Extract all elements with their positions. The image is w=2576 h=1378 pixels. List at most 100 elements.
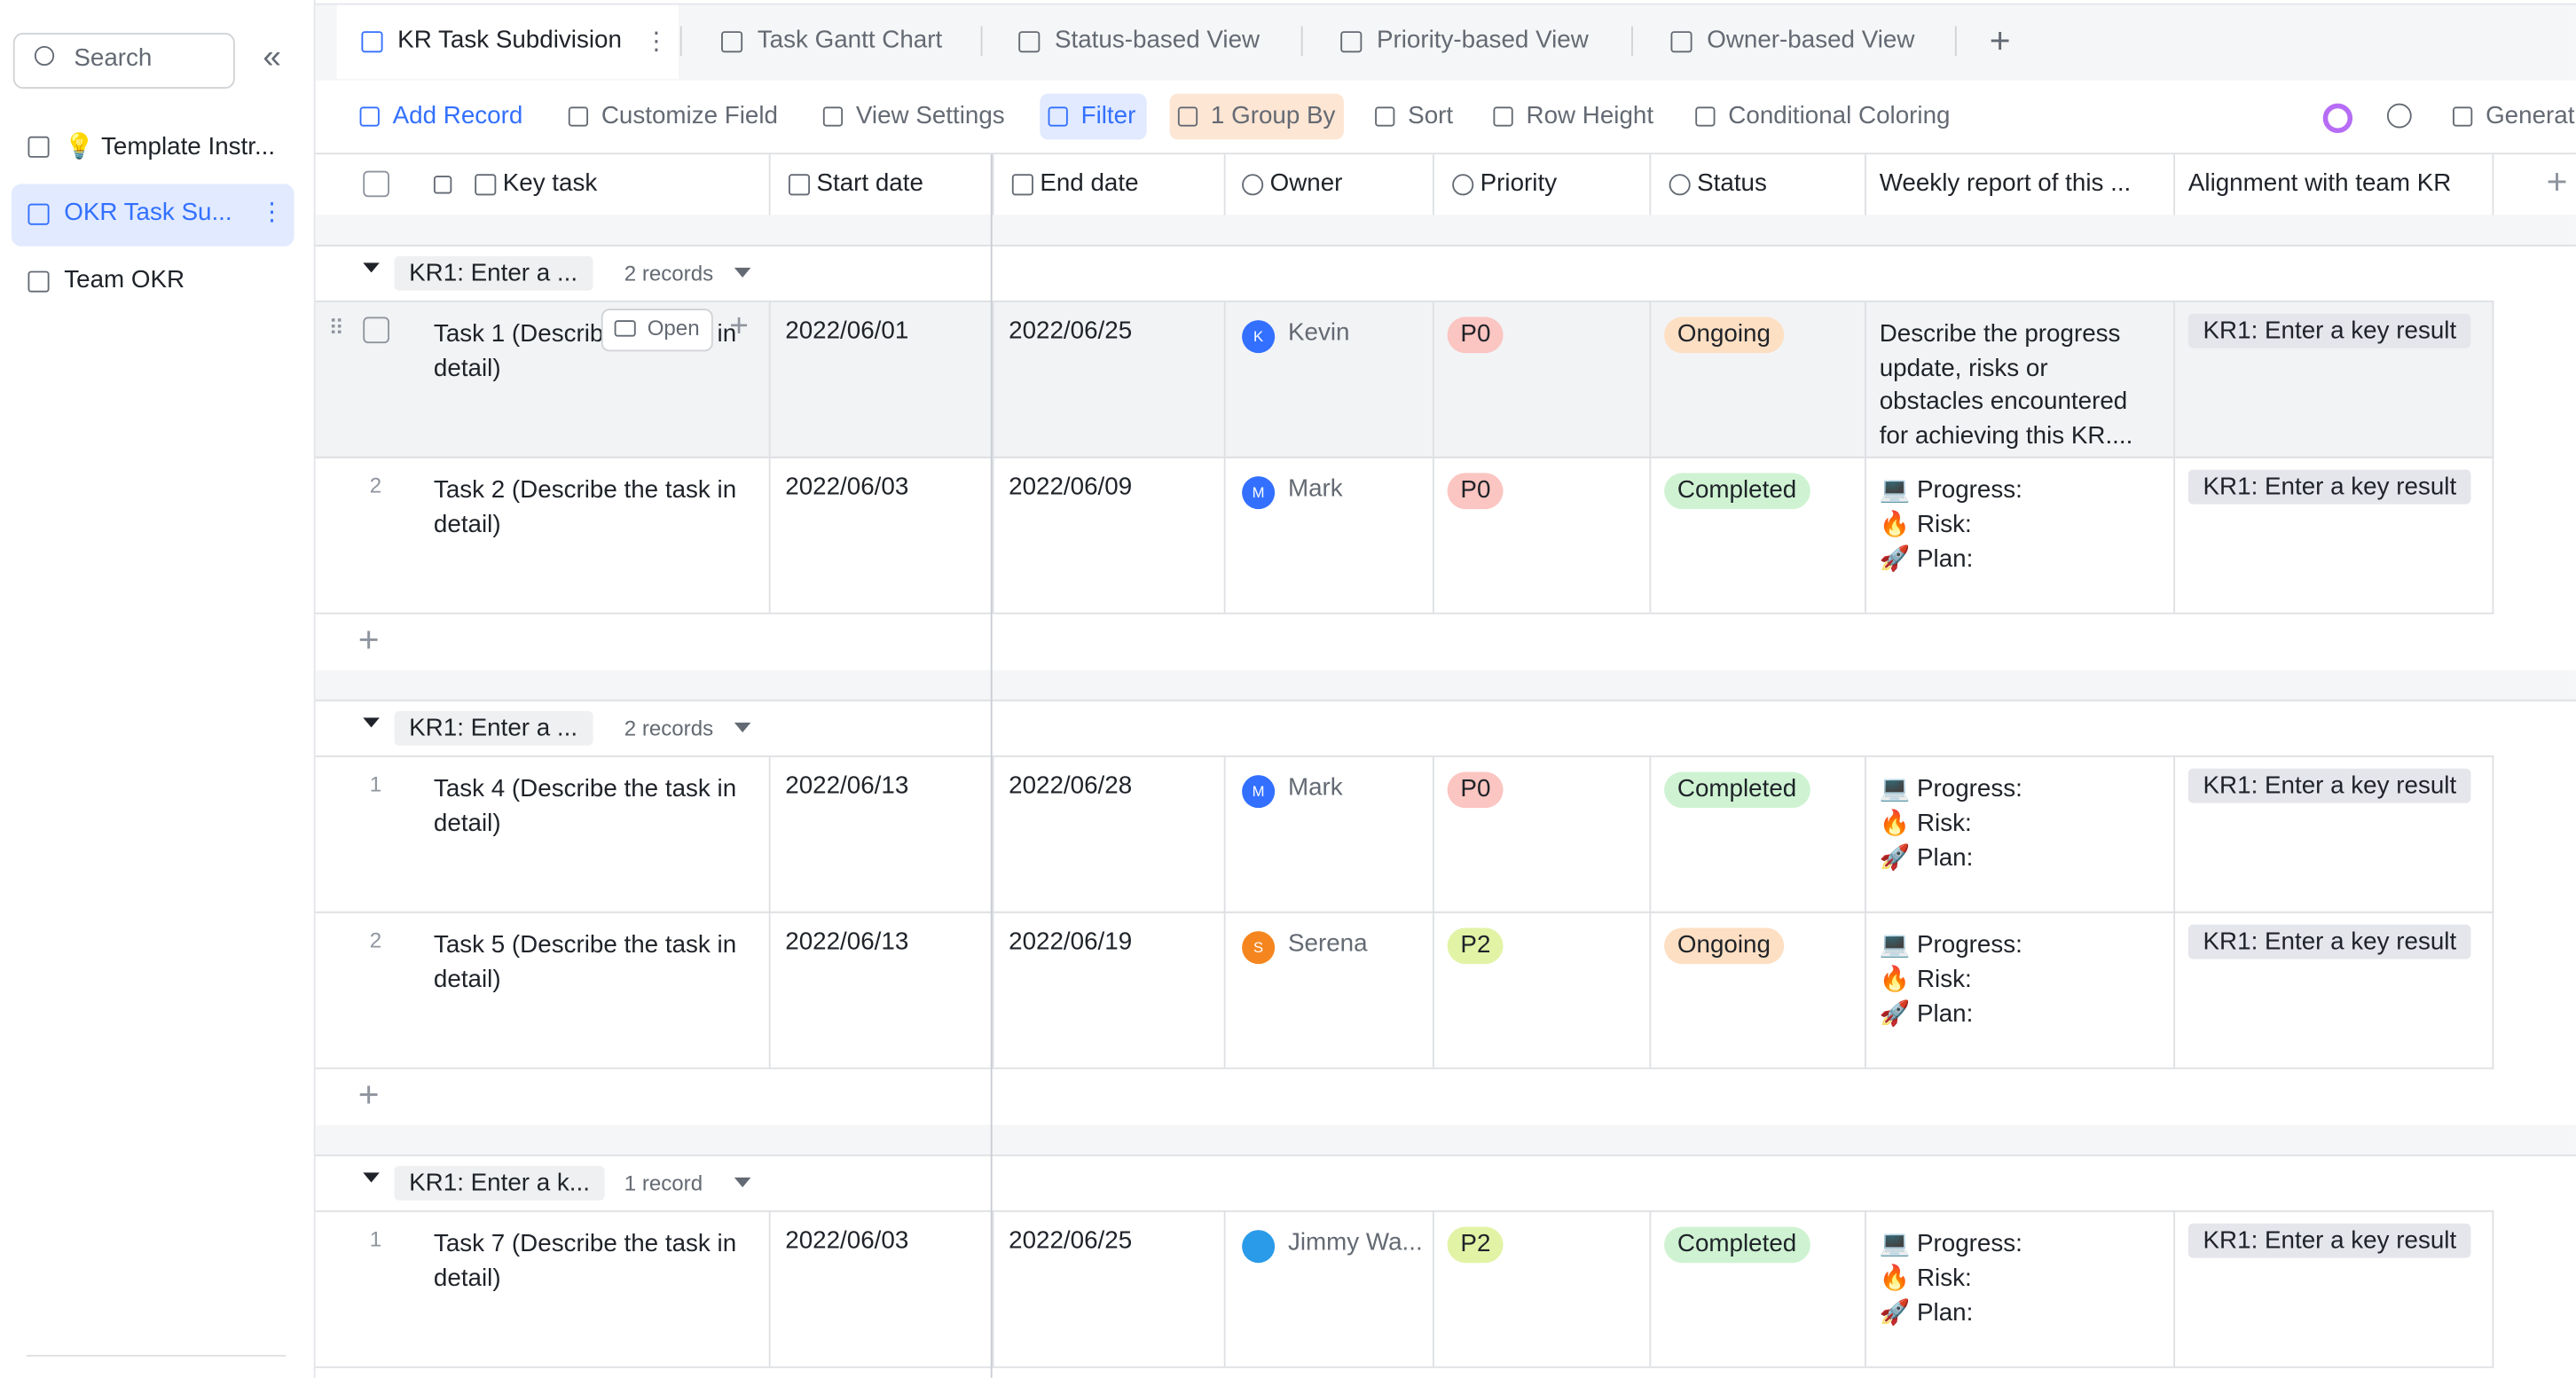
toolbar-button[interactable]: Row Height [1526, 101, 1654, 130]
group-dropdown[interactable] [734, 1177, 751, 1187]
column-header[interactable]: Weekly report of this ... [1879, 168, 2132, 198]
column-header[interactable]: Start date [816, 168, 923, 198]
column-header[interactable]: Key task [502, 168, 598, 198]
tab-separator [1300, 26, 1303, 56]
start-date: 2022/06/13 [785, 771, 909, 800]
add-row[interactable] [316, 1366, 2576, 1378]
cell-divider [1223, 755, 1226, 912]
column-divider [1223, 154, 1226, 215]
cell-divider [2173, 755, 2176, 912]
add-row-plus[interactable]: + [358, 1373, 380, 1378]
tab[interactable]: Owner-based View [1707, 26, 1915, 55]
task-name[interactable]: Task 4 (Describe the task in detail) [433, 775, 737, 838]
cell-divider [1432, 456, 1434, 613]
row-number: 2 [369, 473, 382, 498]
group-count[interactable]: 2 records [624, 716, 714, 741]
weekly-report: 🔥 Risk: [1879, 965, 1972, 994]
toolbar-button[interactable]: View Settings [855, 101, 1005, 130]
toolbar-button[interactable]: Generat [2486, 101, 2575, 130]
avatar [1242, 1230, 1276, 1264]
group-toggle[interactable] [363, 717, 380, 728]
group-bg[interactable] [1169, 93, 1344, 140]
column-header[interactable]: Owner [1269, 168, 1343, 198]
group-toggle[interactable] [363, 262, 380, 273]
cell-divider [992, 755, 994, 912]
collapse-button[interactable]: « [263, 39, 281, 76]
weekly-report: 💻 Progress: [1879, 476, 2022, 505]
cell-divider [1432, 755, 1434, 912]
row-checkbox[interactable] [363, 317, 389, 344]
toolbar-icon [359, 106, 380, 127]
open-button[interactable] [601, 309, 713, 352]
toolbar-button[interactable]: Conditional Coloring [1728, 101, 1951, 130]
toolbar-icon [822, 106, 844, 127]
toolbar-button[interactable]: Filter [1080, 101, 1136, 130]
add-row[interactable] [316, 613, 2576, 670]
toolbar [315, 79, 2576, 155]
weekly-report: 🔥 Risk: [1879, 810, 1972, 838]
add-row-plus[interactable]: + [357, 619, 380, 661]
group-toggle[interactable] [363, 1172, 380, 1183]
owner-name: Mark [1287, 773, 1343, 802]
column-header[interactable]: Alignment with team KR [2187, 168, 2452, 198]
cell-divider [1649, 755, 1652, 912]
owner-name: Serena [1287, 929, 1368, 958]
toolbar-icon [1177, 106, 1198, 127]
ai-icon[interactable] [2322, 103, 2353, 134]
tab-icon [721, 31, 743, 53]
group-dropdown[interactable] [734, 267, 751, 278]
task-name[interactable]: Task 7 (Describe the task in detail) [433, 1230, 737, 1293]
drag-handle[interactable]: ⠿ [328, 315, 345, 341]
column-header[interactable]: Priority [1480, 168, 1558, 198]
cell-divider [1865, 456, 1866, 613]
weekly-report: 🚀 Plan: [1879, 1298, 1974, 1327]
column-header[interactable]: Status [1697, 168, 1767, 198]
tab[interactable]: Priority-based View [1376, 26, 1589, 55]
lock-icon [433, 176, 452, 194]
column-header[interactable]: End date [1040, 168, 1139, 198]
column-icon [1669, 174, 1691, 196]
sidebar-item[interactable]: Team OKR [64, 266, 185, 294]
group-label: KR1: Enter a k... [394, 1165, 605, 1201]
search-box[interactable] [12, 33, 235, 90]
sidebar-item[interactable]: OKR Task Su... [64, 199, 232, 227]
open-label[interactable]: Open [647, 315, 700, 341]
group-count[interactable]: 1 record [624, 1171, 703, 1196]
toolbar-button[interactable]: Customize Field [601, 101, 779, 130]
cell-divider [1223, 1210, 1226, 1366]
toolbar-button[interactable]: Add Record [392, 101, 523, 130]
tab[interactable]: Status-based View [1054, 26, 1261, 55]
alignment-tag: KR1: Enter a key result [2187, 924, 2471, 959]
sidebar-item[interactable]: 💡 Template Instr... [64, 133, 276, 161]
filter-bg[interactable] [1040, 93, 1147, 140]
sidebar-item-bg[interactable] [11, 184, 295, 247]
add-column[interactable]: + [2546, 161, 2568, 202]
status-tag: Ongoing [1664, 928, 1784, 965]
task-name[interactable]: Task 5 (Describe the task in detail) [433, 931, 737, 994]
cell-divider [2173, 1210, 2176, 1366]
active-tab[interactable] [336, 4, 679, 79]
toolbar-button[interactable]: 1 Group By [1210, 101, 1336, 130]
cell-divider [992, 911, 994, 1068]
add-view[interactable]: + [1989, 20, 2011, 61]
group-dropdown[interactable] [734, 722, 751, 732]
add-row-plus[interactable]: + [357, 1074, 380, 1116]
cell-divider [768, 1210, 771, 1366]
add-row[interactable] [316, 1068, 2576, 1125]
group-count[interactable]: 2 records [624, 261, 714, 286]
header-checkbox[interactable] [363, 170, 389, 198]
column-divider [2492, 154, 2494, 215]
item-menu[interactable]: ⋮ [259, 199, 285, 227]
avatar: M [1242, 476, 1276, 510]
expand-plus[interactable]: + [729, 309, 749, 345]
history-icon[interactable] [2386, 103, 2412, 129]
tab-separator [1631, 26, 1633, 56]
tab[interactable]: Task Gantt Chart [757, 26, 943, 55]
row-number: 1 [369, 1226, 382, 1252]
end-date: 2022/06/25 [1009, 317, 1133, 345]
task-name[interactable]: Task 2 (Describe the task in detail) [433, 476, 737, 539]
cell-divider [1432, 300, 1434, 457]
toolbar-button[interactable]: Sort [1408, 101, 1454, 130]
tab-menu[interactable]: ⋮ [643, 27, 669, 56]
tab[interactable]: KR Task Subdivision [397, 26, 622, 55]
